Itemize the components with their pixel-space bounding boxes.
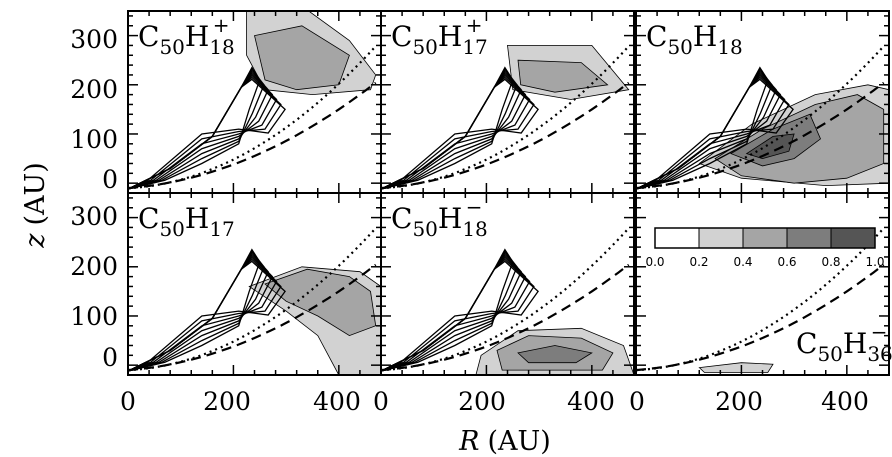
dotted-surface-line: [636, 45, 885, 190]
density-contour: [381, 78, 539, 190]
density-contour: [381, 260, 539, 372]
dotted-surface-line: [381, 45, 630, 190]
density-contour: [381, 74, 531, 190]
density-contour: [636, 78, 794, 190]
y-tick-label-bottom-300: 300: [70, 202, 118, 231]
panel-grid: C50H18+ C50H17+ C50H18 C50H17 C50H18− C50H36−…: [127, 10, 892, 376]
panel-ticks: [380, 11, 635, 193]
colorbar-tick-label: 0.6: [777, 255, 796, 269]
colorbar-swatch: [786, 227, 832, 249]
panel-4-plot-area: [128, 227, 381, 375]
y-tick-label-top-300: 300: [70, 25, 118, 54]
x-tick-label-c1-200: 200: [203, 387, 251, 416]
x-axis-title: R (AU): [458, 426, 551, 457]
dashed-surface-line: [636, 263, 885, 372]
abundance-region-level-2: [254, 25, 350, 91]
y-axis-title: z (AU): [20, 162, 51, 249]
panel-1-plot-area: [128, 11, 377, 190]
density-contour: [128, 66, 261, 190]
species-label: C50H18+: [138, 13, 235, 59]
species-label: C50H18: [646, 20, 743, 59]
dashed-surface-line: [128, 81, 377, 190]
colorbar-tick-label: 1.0: [865, 255, 884, 269]
panel-3-plot-area: [636, 45, 889, 190]
abundance-region-level-2: [517, 59, 609, 93]
panel-5: C50H18−: [380, 192, 635, 376]
panel-4: C50H17: [127, 192, 382, 376]
colorbar-swatch: [742, 227, 788, 249]
y-tick-label-bottom-0: 0: [102, 343, 118, 372]
dotted-surface-line: [636, 227, 885, 372]
y-tick-label-bottom-100: 100: [70, 302, 118, 331]
panel-6-plot-area: [636, 227, 885, 373]
species-label: C50H17: [138, 202, 235, 241]
species-label: C50H17+: [391, 13, 488, 59]
y-tick-label-top-100: 100: [70, 125, 118, 154]
x-tick-label-c2-200: 200: [458, 387, 506, 416]
density-contour: [128, 260, 286, 372]
colorbar-tick-label: 0.2: [689, 255, 708, 269]
density-contour: [128, 248, 261, 372]
x-tick-label-c3-0: 0: [629, 387, 645, 416]
density-contour: [128, 78, 286, 190]
y-tick-label-top-200: 200: [70, 75, 118, 104]
y-tick-label-top-0: 0: [102, 165, 118, 194]
dashed-surface-line: [128, 263, 377, 372]
panel-ticks: [635, 11, 890, 193]
y-tick-label-bottom-200: 200: [70, 252, 118, 281]
x-tick-label-c3-200: 200: [715, 387, 763, 416]
axis-labels: 300 200 100 0 300 200 100 0 0 200 400 0 …: [20, 25, 869, 457]
panel-1: C50H18+: [127, 10, 382, 194]
density-contour: [128, 256, 278, 372]
panel-ticks: [635, 193, 890, 375]
panel-ticks: [380, 193, 635, 375]
dashed-surface-line: [381, 81, 630, 190]
colorbar-tick-label: 0.8: [821, 255, 840, 269]
panel-3: C50H18: [635, 10, 890, 194]
colorbar-tick-label: 0.4: [733, 255, 752, 269]
dotted-surface-line: [381, 227, 630, 372]
colorbar-swatch: [654, 227, 700, 249]
x-tick-label-c2-400: 400: [567, 387, 615, 416]
dashed-surface-line: [636, 81, 885, 190]
colorbar-swatch: [830, 227, 876, 249]
dashed-surface-line: [381, 263, 630, 372]
x-tick-label-c1-0: 0: [120, 387, 136, 416]
y-axis-var: z: [20, 233, 51, 249]
svg-text:R(AU): R (AU): [458, 426, 551, 457]
colorbar: 0.0 0.2 0.4 0.6 0.8 1.0: [645, 227, 885, 269]
abundance-region-level-1: [698, 362, 774, 373]
panel-2: C50H17+: [380, 10, 635, 194]
y-axis-unit: (AU): [20, 162, 51, 225]
abundance-region-level-2: [264, 268, 377, 337]
svg-text:z(AU): z (AU): [20, 162, 51, 249]
x-axis-unit: (AU): [488, 426, 551, 457]
colorbar-tick-label: 0.0: [645, 255, 664, 269]
panel-6: C50H36−: [635, 192, 892, 376]
x-tick-label-c2-0: 0: [373, 387, 389, 416]
x-axis-var: R: [458, 426, 479, 457]
abundance-region-level-3: [517, 345, 593, 364]
density-contour: [381, 66, 514, 190]
dotted-surface-line: [128, 227, 377, 372]
panel-2-plot-area: [381, 45, 630, 190]
panel-5-plot-area: [381, 227, 634, 375]
species-label: C50H18−: [391, 195, 488, 241]
colorbar-swatch: [698, 227, 744, 249]
density-contour: [128, 74, 278, 190]
species-label: C50H36−: [796, 320, 892, 366]
x-tick-label-c1-400: 400: [313, 387, 361, 416]
dotted-surface-line: [128, 45, 377, 190]
x-tick-label-c3-400: 400: [821, 387, 869, 416]
